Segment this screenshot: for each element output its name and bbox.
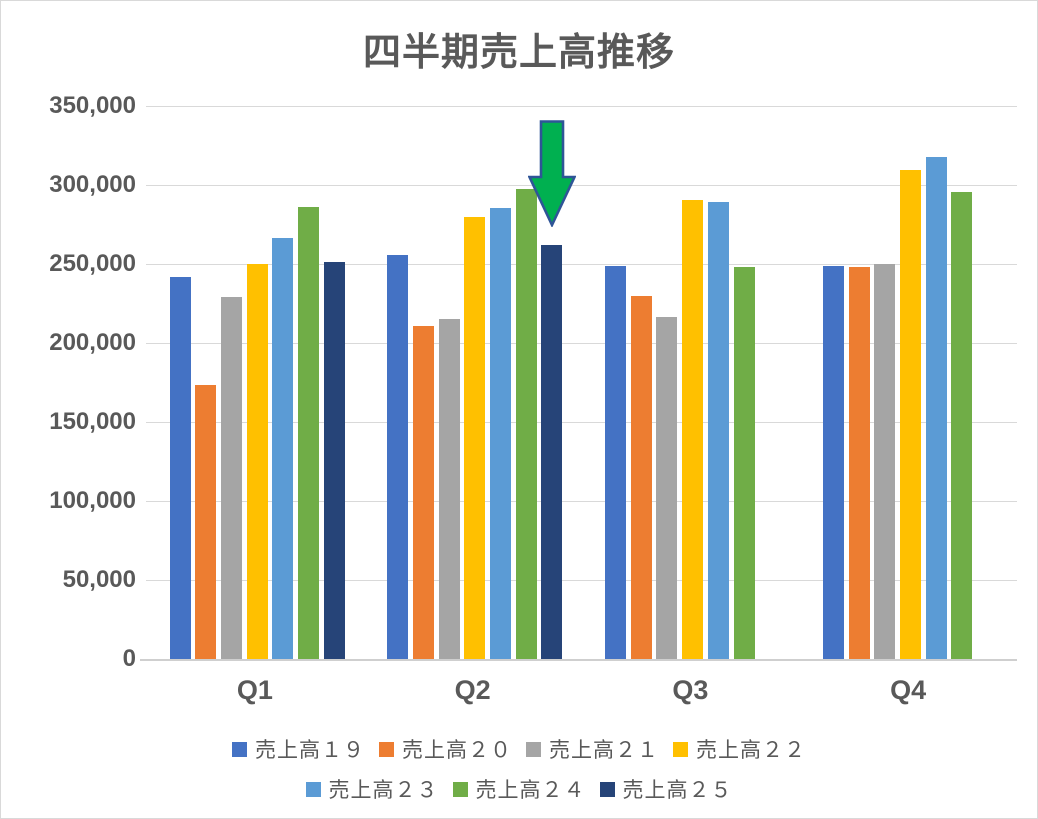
bar-series2-q3[interactable] xyxy=(630,295,652,659)
legend-label: 売上高２５ xyxy=(622,779,733,802)
bar-series4-q4[interactable] xyxy=(899,170,921,659)
bar-series6-q4[interactable] xyxy=(951,192,973,659)
chart-title: 四半期売上高推移 xyxy=(362,32,675,74)
legend-label: 売上高２２ xyxy=(696,739,806,762)
y-axis-tick-label: 300,000 xyxy=(49,171,136,198)
bar-series1-q2[interactable] xyxy=(387,255,409,659)
legend-label: 売上高２３ xyxy=(328,779,439,802)
bar-series1-q4[interactable] xyxy=(822,266,844,659)
legend-label: 売上高２１ xyxy=(549,739,659,762)
bar-series5-q1[interactable] xyxy=(272,237,294,659)
gridline xyxy=(146,343,1017,344)
down-arrow-annotation[interactable] xyxy=(527,120,577,229)
legend-swatch-icon xyxy=(232,741,247,757)
bar-series6-q3[interactable] xyxy=(733,267,755,659)
bar-series2-q1[interactable] xyxy=(195,384,217,659)
bar-series7-q2[interactable] xyxy=(541,245,563,659)
legend-swatch-icon xyxy=(599,781,615,797)
bar-series1-q1[interactable] xyxy=(169,276,191,659)
legend-swatch-icon xyxy=(305,781,321,797)
bar-series3-q4[interactable] xyxy=(874,264,896,659)
legend-item-売上高１９[interactable]: 売上高１９ xyxy=(232,734,365,764)
x-axis-label-q2: Q2 xyxy=(454,675,491,705)
bar-series7-q1[interactable] xyxy=(323,262,345,659)
legend-label: 売上高１９ xyxy=(255,739,365,762)
bar-series1-q3[interactable] xyxy=(605,265,626,659)
bar-series4-q3[interactable] xyxy=(682,200,704,659)
gridline xyxy=(146,580,1017,581)
bar-series3-q1[interactable] xyxy=(220,297,242,659)
legend-label: 売上高２０ xyxy=(402,739,512,762)
gridline xyxy=(146,422,1017,423)
bar-series2-q4[interactable] xyxy=(848,267,870,659)
bar-series3-q3[interactable] xyxy=(656,316,678,659)
legend-item-売上高２５[interactable]: 売上高２５ xyxy=(599,774,733,804)
legend-swatch-icon xyxy=(452,781,468,797)
bar-series3-q2[interactable] xyxy=(438,318,460,659)
legend-item-売上高２０[interactable]: 売上高２０ xyxy=(379,734,512,764)
plot-area xyxy=(140,106,1017,661)
gridline xyxy=(146,264,1017,265)
legend-label: 売上高２４ xyxy=(475,779,586,802)
legend-item-売上高２３[interactable]: 売上高２３ xyxy=(305,774,439,804)
legend-swatch-icon xyxy=(379,741,394,757)
y-axis-tick-label: 350,000 xyxy=(49,92,136,119)
legend: 売上高１９ 売上高２０ 売上高２１ 売上高２２ 売上高２３ 売上高２４ 売上高２５ xyxy=(1,729,1037,809)
bar-series6-q2[interactable] xyxy=(515,188,537,659)
bar-series5-q4[interactable] xyxy=(925,156,947,659)
down-arrow-icon xyxy=(527,120,577,229)
gridline xyxy=(146,501,1017,502)
legend-item-売上高２１[interactable]: 売上高２１ xyxy=(526,734,659,764)
gridline xyxy=(146,185,1017,186)
bar-series4-q1[interactable] xyxy=(246,264,268,659)
legend-row: 売上高２３ 売上高２４ 売上高２５ xyxy=(1,769,1037,809)
y-axis-tick-label: 200,000 xyxy=(49,329,136,356)
bar-series4-q2[interactable] xyxy=(464,216,486,659)
legend-item-売上高２４[interactable]: 売上高２４ xyxy=(452,774,586,804)
y-axis-tick-label: 0 xyxy=(122,645,136,672)
legend-swatch-icon xyxy=(526,741,541,757)
gridline xyxy=(146,106,1017,107)
y-axis-tick-label: 250,000 xyxy=(49,250,136,277)
legend-row: 売上高１９ 売上高２０ 売上高２１ 売上高２２ xyxy=(1,729,1037,769)
bar-series6-q1[interactable] xyxy=(298,207,319,659)
bar-series5-q2[interactable] xyxy=(490,207,512,659)
legend-item-売上高２２[interactable]: 売上高２２ xyxy=(673,734,806,764)
x-axis-line xyxy=(140,659,1017,661)
bar-series2-q2[interactable] xyxy=(412,325,434,659)
legend-swatch-icon xyxy=(673,741,688,757)
x-axis-label-q4: Q4 xyxy=(890,675,927,705)
y-axis-tick-label: 100,000 xyxy=(49,487,136,514)
x-axis-label-q1: Q1 xyxy=(236,675,273,705)
y-axis-tick-label: 150,000 xyxy=(49,408,136,435)
bar-series5-q3[interactable] xyxy=(707,202,729,659)
x-axis-label-q3: Q3 xyxy=(672,675,709,705)
y-axis-tick-label: 50,000 xyxy=(62,566,136,593)
